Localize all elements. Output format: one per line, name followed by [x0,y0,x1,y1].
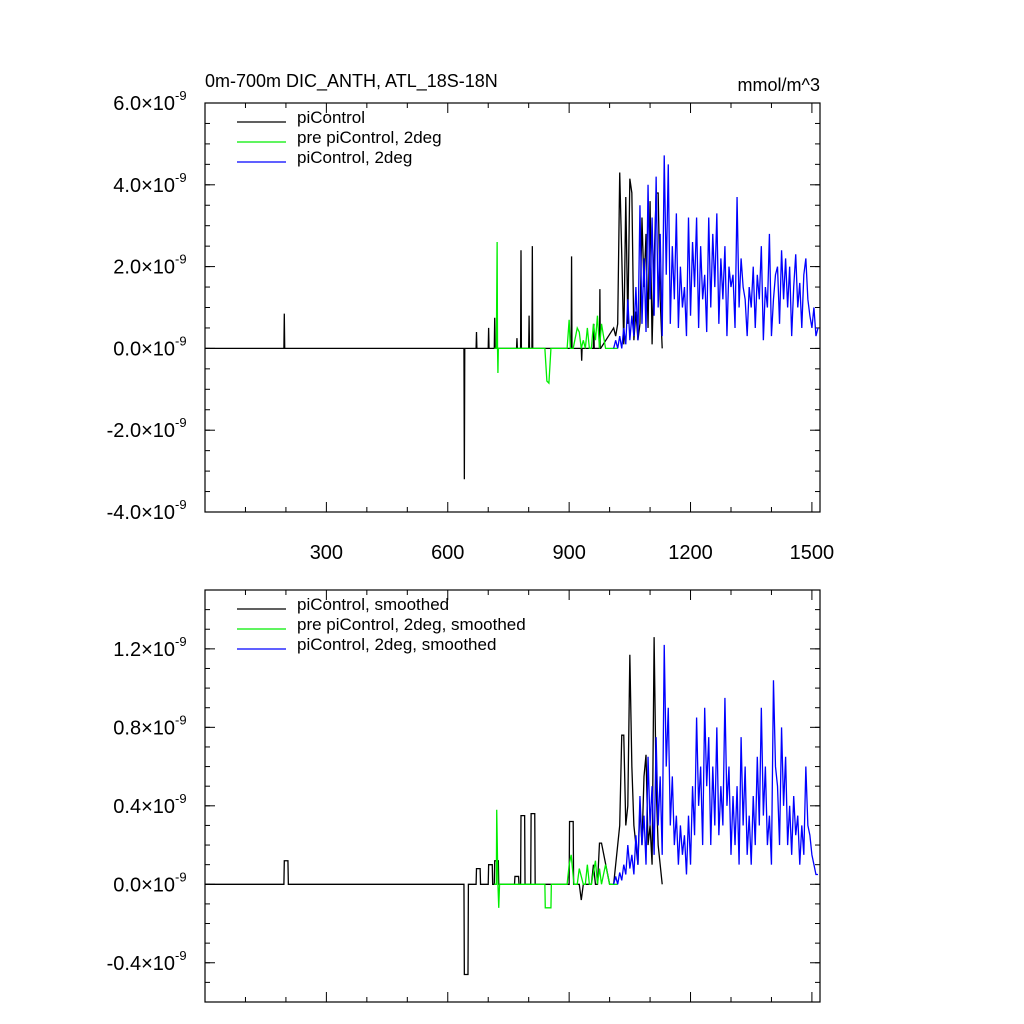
y-tick-exponent: -9 [175,333,187,348]
series-group [205,637,818,976]
series-line-0 [205,172,663,480]
y-tick-label: 2.0×10 [113,257,175,279]
series-group [205,155,819,480]
series-line-0 [205,637,663,976]
y-tick-label: -4.0×10 [107,502,175,524]
y-tick-exponent: -9 [175,791,187,806]
legend-label: piControl, 2deg, smoothed [297,635,496,654]
x-tick-label: 1500 [790,542,835,564]
series-line-2 [613,644,818,885]
y-tick-label: 0.0×10 [113,338,175,360]
y-tick-exponent: -9 [175,948,187,963]
legend-label: piControl, 2deg [297,148,412,167]
y-tick-label: 0.4×10 [113,796,175,818]
y-tick-label: 4.0×10 [113,175,175,197]
y-tick-label: 0.8×10 [113,717,175,739]
x-tick-label: 1200 [668,542,713,564]
y-tick-label: -2.0×10 [107,420,175,442]
legend-label: pre piControl, 2deg, smoothed [297,615,526,634]
plot-frame [204,589,821,1003]
y-tick-exponent: -9 [175,869,187,884]
y-tick-label: -0.4×10 [107,953,175,975]
x-tick-label: 900 [552,542,585,564]
bottom-chart-panel: -0.4×10 -90.0×10 -90.4×10 -90.8×10 -91.2×10-… [107,589,821,1003]
y-tick-exponent: -9 [175,415,187,430]
x-tick-label: 600 [431,542,464,564]
series-line-1 [494,242,618,385]
y-tick-exponent: -9 [175,497,187,512]
x-tick-label: 300 [310,542,343,564]
legend-label: piControl, smoothed [297,595,449,614]
legend-label: pre piControl, 2deg [297,128,442,147]
series-line-2 [613,155,819,349]
y-tick-exponent: -9 [175,170,187,185]
y-tick-label: 1.2×10 [113,639,175,661]
series-line-1 [494,809,618,909]
y-tick-exponent: -9 [175,634,187,649]
y-tick-exponent: -9 [175,88,187,103]
chart-title: 0m-700m DIC_ANTH, ATL_18S-18N [205,71,498,92]
units-label: mmol/m^3 [738,75,820,95]
y-tick-exponent: -9 [175,712,187,727]
y-tick-label: 0.0×10 [113,874,175,896]
y-tick-label: 6.0×10 [113,93,175,115]
y-tick-exponent: -9 [175,252,187,267]
legend-label: piControl [297,108,365,127]
top-chart-panel: 0m-700m DIC_ANTH, ATL_18S-18N mmol/m^3 300… [107,71,835,564]
